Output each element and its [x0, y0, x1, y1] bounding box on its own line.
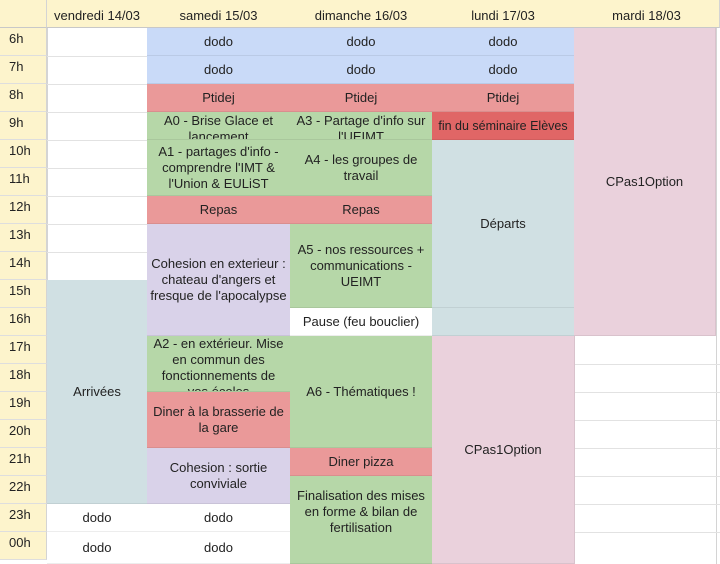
event-a4-workgroups[interactable]: A4 - les groupes de travail [290, 140, 433, 196]
row-header[interactable]: 15h [0, 280, 47, 308]
column-header-tuesday[interactable]: mardi 18/03 [574, 0, 720, 28]
row-header[interactable]: 8h [0, 84, 47, 112]
event-a2-outdoor[interactable]: A2 - en extérieur. Mise en commun des fo… [147, 336, 291, 392]
empty-cell[interactable] [432, 308, 575, 336]
event-sleep[interactable]: dodo [147, 532, 291, 564]
event-finalisation[interactable]: Finalisation des mises en forme & bilan … [290, 476, 433, 564]
column-header-sunday[interactable]: dimanche 16/03 [290, 0, 433, 28]
grid-line [574, 364, 720, 365]
event-sleep[interactable]: dodo [290, 28, 433, 56]
event-sleep[interactable]: dodo [432, 28, 575, 56]
event-sleep[interactable]: dodo [47, 532, 148, 564]
event-sleep[interactable]: dodo [47, 504, 148, 532]
row-header[interactable]: 21h [0, 448, 47, 476]
event-sleep[interactable]: dodo [432, 56, 575, 84]
event-a0-icebreaker[interactable]: A0 - Brise Glace et lancement [147, 112, 291, 140]
corner-cell[interactable] [0, 0, 47, 28]
grid-line [47, 56, 147, 57]
row-header[interactable]: 00h [0, 532, 47, 560]
row-header[interactable]: 7h [0, 56, 47, 84]
event-dinner-brasserie[interactable]: Diner à la brasserie de la gare [147, 392, 291, 448]
grid-line [47, 196, 147, 197]
grid-line [47, 112, 147, 113]
event-cohesion-outdoor[interactable]: Cohesion en exterieur : chateau d'angers… [147, 224, 291, 336]
event-cohesion-outing[interactable]: Cohesion : sortie conviviale [147, 448, 291, 504]
grid-line [47, 84, 147, 85]
event-cpas1option[interactable]: CPas1Option [432, 336, 575, 564]
grid-line [47, 168, 147, 169]
grid-line [574, 420, 720, 421]
row-header[interactable]: 11h [0, 168, 47, 196]
event-breakfast[interactable]: Ptidej [432, 84, 575, 112]
event-a3-info-ueimt[interactable]: A3 - Partage d'info sur l'UEIMT [290, 112, 433, 140]
row-header[interactable]: 19h [0, 392, 47, 420]
row-header[interactable]: 6h [0, 28, 47, 56]
grid-line [574, 448, 720, 449]
grid-line [47, 140, 147, 141]
row-header[interactable]: 16h [0, 308, 47, 336]
event-a5-resources[interactable]: A5 - nos ressources + communications - U… [290, 224, 433, 308]
row-header[interactable]: 18h [0, 364, 47, 392]
grid-line [716, 0, 717, 564]
row-header[interactable]: 23h [0, 504, 47, 532]
row-header[interactable]: 9h [0, 112, 47, 140]
event-sleep[interactable]: dodo [147, 504, 291, 532]
event-end-of-seminar[interactable]: fin du séminaire Elèves [432, 112, 575, 140]
grid-line [574, 392, 720, 393]
event-a1-info-sharing[interactable]: A1 - partages d'info - comprendre l'IMT … [147, 140, 291, 196]
row-header[interactable]: 12h [0, 196, 47, 224]
event-lunch[interactable]: Repas [147, 196, 291, 224]
event-breakfast[interactable]: Ptidej [147, 84, 291, 112]
row-header[interactable]: 22h [0, 476, 47, 504]
grid-line [574, 532, 720, 533]
row-header[interactable]: 17h [0, 336, 47, 364]
event-sleep[interactable]: dodo [147, 56, 291, 84]
event-departures[interactable]: Départs [432, 140, 575, 308]
grid-line [47, 224, 147, 225]
row-header[interactable]: 20h [0, 420, 47, 448]
event-a6-thematics[interactable]: A6 - Thématiques ! [290, 336, 433, 448]
event-lunch[interactable]: Repas [290, 196, 433, 224]
row-header[interactable]: 10h [0, 140, 47, 168]
event-cpas1option[interactable]: CPas1Option [574, 28, 716, 336]
column-header-saturday[interactable]: samedi 15/03 [147, 0, 291, 28]
grid-line [574, 476, 720, 477]
event-sleep[interactable]: dodo [147, 28, 291, 56]
row-header[interactable]: 14h [0, 252, 47, 280]
event-arrivals[interactable]: Arrivées [47, 280, 148, 504]
row-header[interactable]: 13h [0, 224, 47, 252]
event-sleep[interactable]: dodo [290, 56, 433, 84]
grid-line [574, 504, 720, 505]
event-break[interactable]: Pause (feu bouclier) [290, 308, 433, 336]
event-dinner-pizza[interactable]: Diner pizza [290, 448, 433, 476]
event-breakfast[interactable]: Ptidej [290, 84, 433, 112]
column-header-friday[interactable]: vendredi 14/03 [47, 0, 148, 28]
column-header-monday[interactable]: lundi 17/03 [432, 0, 575, 28]
grid-line [47, 252, 147, 253]
